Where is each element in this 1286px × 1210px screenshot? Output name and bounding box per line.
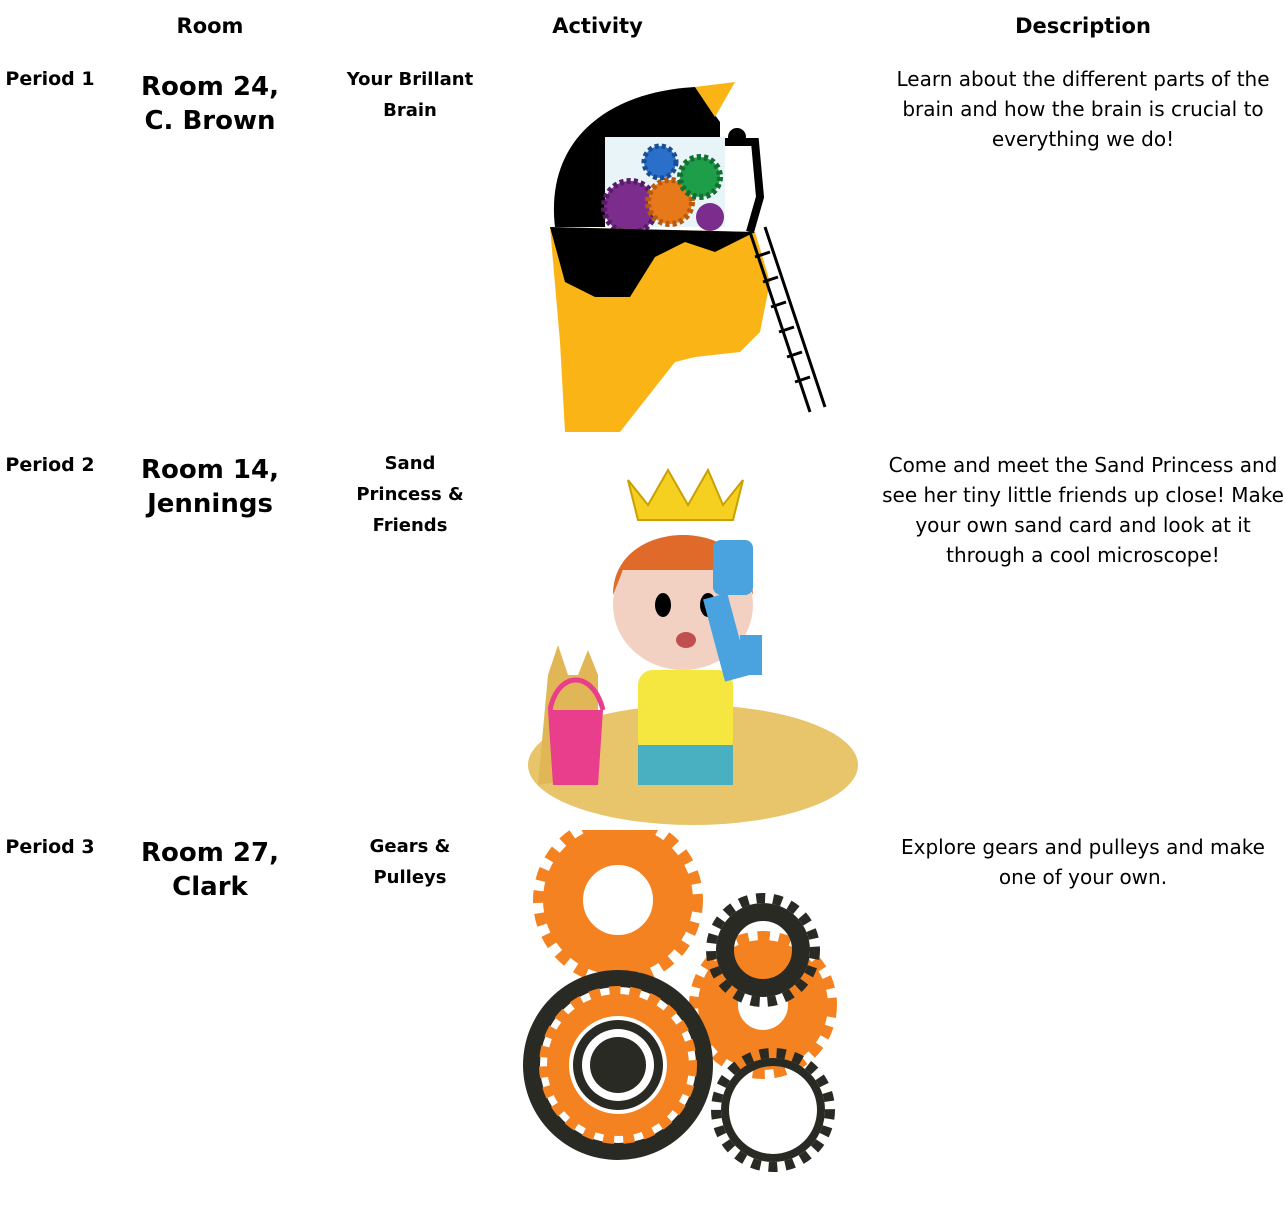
- activity: Gears & Pulleys: [369, 836, 451, 888]
- header-room: Room: [176, 14, 244, 38]
- brain-illustration: [550, 82, 827, 432]
- activity: Sand Princess & Friends: [356, 453, 464, 536]
- room: Room 14, Jennings: [141, 455, 279, 519]
- sand-princess-illustration: [528, 467, 858, 825]
- room: Room 24, C. Brown: [141, 72, 279, 136]
- period: Period 2: [5, 454, 95, 476]
- description: Explore gears and pulleys and make one o…: [901, 835, 1265, 889]
- gears-illustration: [523, 830, 837, 1172]
- description: Learn about the different parts of the b…: [896, 67, 1270, 151]
- period: Period 1: [5, 68, 95, 90]
- header-activity: Activity: [552, 14, 643, 38]
- period: Period 3: [5, 836, 95, 858]
- room: Room 27, Clark: [141, 838, 279, 902]
- activity: Your Brillant Brain: [346, 69, 474, 121]
- header-description: Description: [1015, 14, 1151, 38]
- description: Come and meet the Sand Princess and see …: [882, 453, 1284, 567]
